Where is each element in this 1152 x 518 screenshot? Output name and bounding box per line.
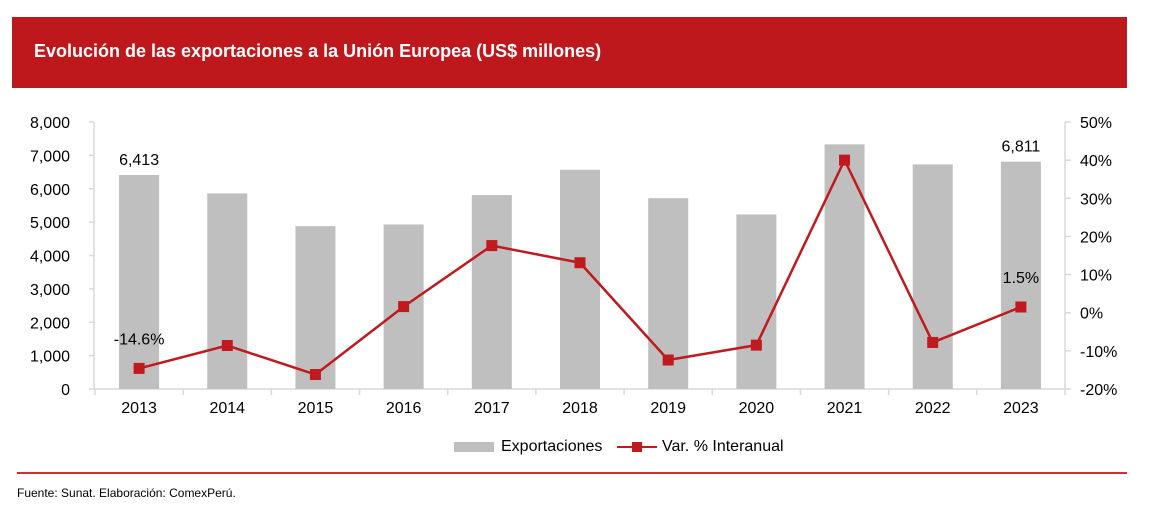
right-axis-tick-label: 50%	[1080, 115, 1112, 132]
source-note: Fuente: Sunat. Elaboración: ComexPerú.	[17, 486, 236, 500]
bar-exportaciones-2022	[912, 164, 953, 389]
data-label-var-2023: 1.5%	[1003, 270, 1039, 287]
marker-var-interanual-2022	[927, 336, 939, 348]
x-axis-tick-label: 2022	[915, 400, 951, 417]
bar-exportaciones-2018	[560, 169, 600, 389]
x-axis-tick-label: 2013	[121, 400, 157, 417]
legend-label-var-interanual: Var. % Interanual	[662, 438, 784, 455]
bar-exportaciones-2023	[1000, 161, 1041, 389]
x-axis-tick-label: 2020	[739, 400, 775, 417]
right-axis-tick-label: 40%	[1080, 153, 1112, 170]
footer-divider	[17, 472, 1127, 474]
marker-var-interanual-2020	[750, 339, 762, 351]
left-axis-tick-label: 2,000	[30, 315, 70, 332]
bar-exportaciones-2014	[207, 193, 248, 389]
bar-exportaciones-2013	[119, 174, 160, 389]
marker-var-interanual-2018	[574, 257, 586, 269]
marker-var-interanual-2021	[839, 154, 851, 166]
bar-series-exportaciones	[119, 144, 1041, 389]
x-axis-tick-label: 2016	[386, 400, 422, 417]
chart-header: Evolución de las exportaciones a la Unió…	[12, 17, 1127, 88]
right-axis-tick-label: -20%	[1080, 382, 1117, 399]
left-axis-tick-label: 8,000	[30, 115, 70, 132]
left-axis-tick-label: 7,000	[30, 148, 70, 165]
marker-var-interanual-2013	[133, 362, 145, 374]
right-axis-tick-label: 0%	[1080, 306, 1103, 323]
x-axis-tick-label: 2015	[298, 400, 334, 417]
x-axis-tick-label: 2017	[474, 400, 510, 417]
marker-var-interanual-2014	[221, 340, 233, 352]
line-series-var-interanual	[133, 154, 1027, 381]
bar-exportaciones-2021	[824, 144, 865, 389]
left-axis-tick-label: 4,000	[30, 249, 70, 266]
left-axis: 0 1,000 2,000 3,000 4,000 5,000 6,000 7,000 8,00…	[30, 115, 95, 399]
bar-exportaciones-2020	[736, 214, 777, 389]
x-axis-tick-label: 2018	[562, 400, 598, 417]
legend: Exportaciones Var. % Interanual	[0, 436, 1152, 458]
left-axis-tick-label: 0	[61, 382, 70, 399]
data-labels: 6,413 6,811 -14.6% 1.5%	[114, 139, 1041, 349]
legend-label-exportaciones: Exportaciones	[501, 438, 603, 455]
bar-exportaciones-2017	[471, 195, 512, 389]
x-axis-tick-label: 2021	[827, 400, 863, 417]
left-axis-tick-label: 3,000	[30, 282, 70, 299]
legend-item-var-interanual: Var. % Interanual	[617, 436, 784, 458]
marker-var-interanual-2017	[486, 240, 498, 252]
right-axis: -20% -10% 0% 10% 20% 30% 40% 50%	[1064, 115, 1117, 399]
data-label-exportaciones-2013: 6,413	[119, 152, 159, 169]
x-axis-tick-label: 2014	[209, 400, 245, 417]
x-axis-tick-label: 2023	[1003, 400, 1039, 417]
x-axis-tick-label: 2019	[650, 400, 686, 417]
legend-item-exportaciones: Exportaciones	[454, 436, 602, 458]
right-axis-tick-label: 30%	[1080, 191, 1112, 208]
right-axis-tick-label: 20%	[1080, 229, 1112, 246]
marker-var-interanual-2019	[662, 354, 674, 366]
right-axis-tick-label: -10%	[1080, 344, 1117, 361]
left-axis-tick-label: 5,000	[30, 215, 70, 232]
x-axis: 2013 2014 2015 2016 2017 2018 2019 2020 2021 2022…	[94, 388, 1066, 417]
left-axis-tick-label: 1,000	[30, 349, 70, 366]
bar-exportaciones-2015	[295, 226, 336, 389]
left-axis-tick-label: 6,000	[30, 182, 70, 199]
data-label-var-2013: -14.6%	[114, 331, 165, 348]
marker-var-interanual-2016	[398, 301, 410, 313]
marker-var-interanual-2023	[1015, 301, 1027, 313]
chart-title: Evolución de las exportaciones a la Unió…	[34, 41, 602, 61]
marker-var-interanual-2015	[309, 369, 321, 381]
legend-bar-swatch-icon	[454, 442, 494, 452]
right-axis-tick-label: 10%	[1080, 268, 1112, 285]
legend-line-marker-icon	[617, 441, 657, 453]
data-label-exportaciones-2023: 6,811	[1001, 139, 1040, 156]
